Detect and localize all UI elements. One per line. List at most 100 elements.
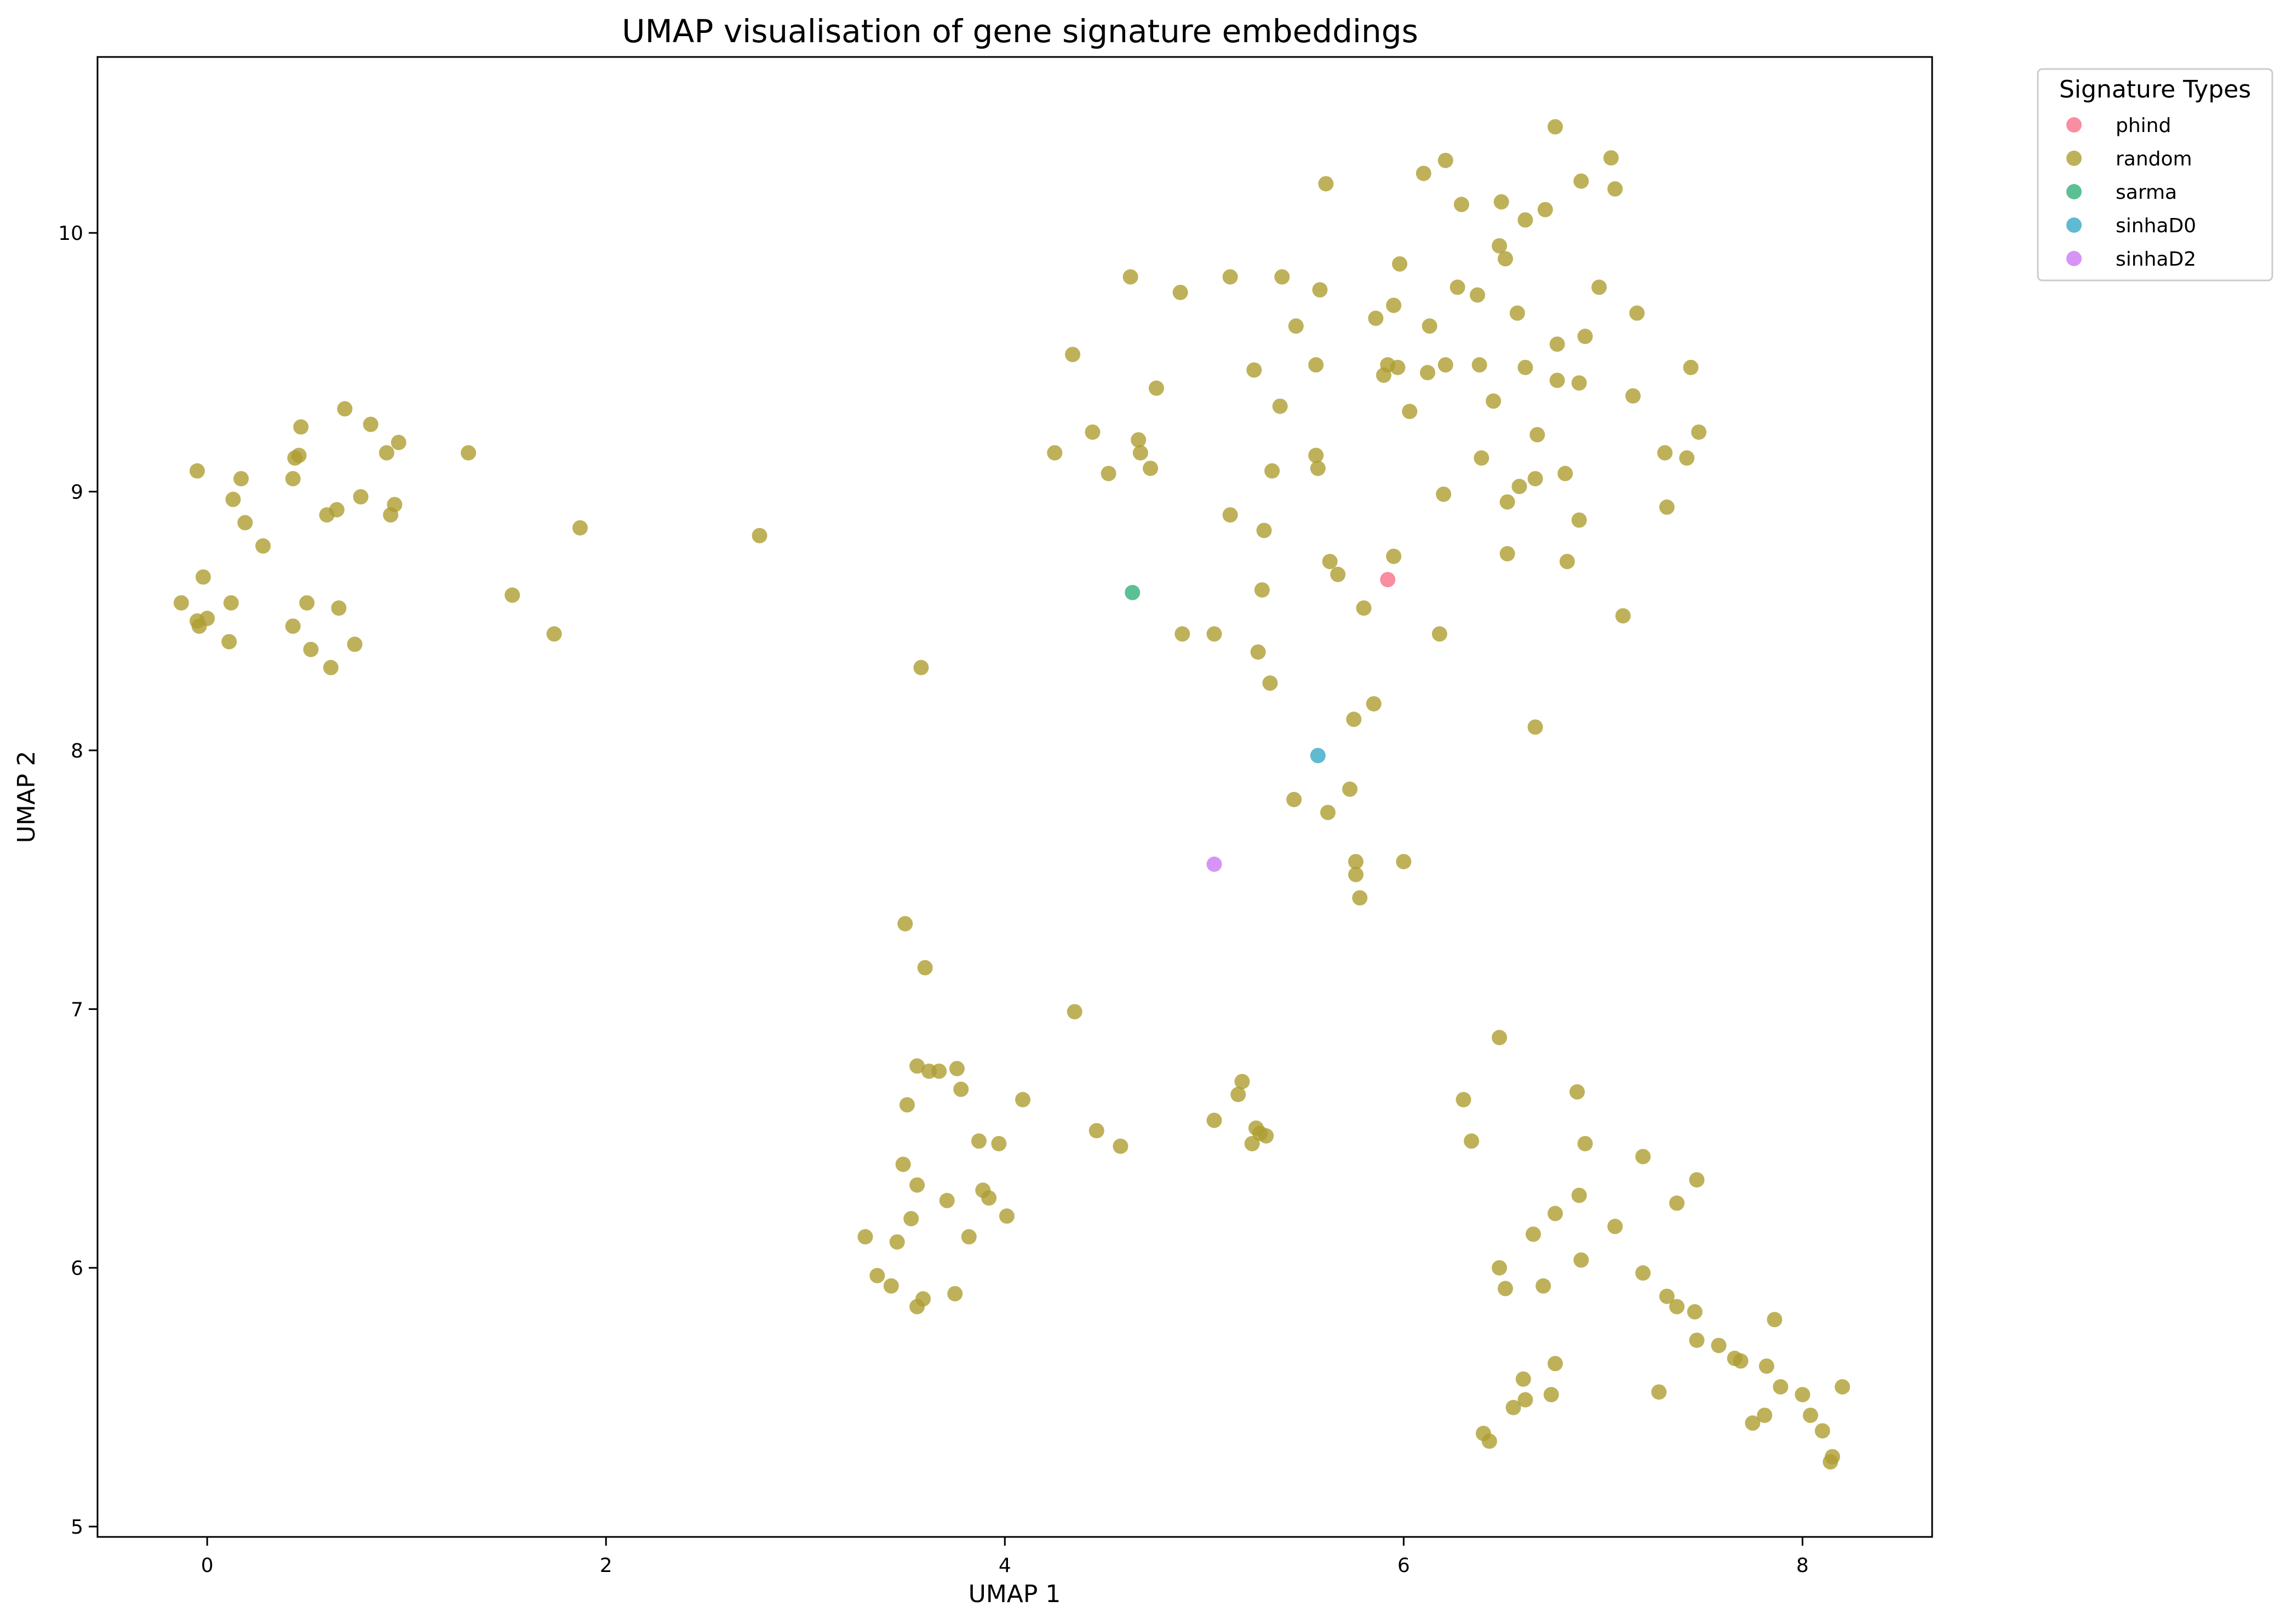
scatter-point-random — [931, 1063, 947, 1079]
legend-item-sinhad2[interactable]: sinhaD2 — [2066, 248, 2196, 271]
scatter-point-random — [1537, 202, 1553, 217]
scatter-point-random — [347, 636, 363, 652]
scatter-point-random — [1368, 311, 1384, 326]
scatter-point-random — [173, 595, 189, 611]
scatter-point-random — [387, 497, 403, 513]
scatter-point-random — [1320, 805, 1336, 820]
scatter-point-random — [903, 1210, 919, 1226]
scatter-point-random — [379, 445, 394, 461]
scatter-point-random — [199, 611, 215, 627]
scatter-point-random — [1254, 582, 1270, 598]
scatter-point-random — [293, 419, 309, 435]
scatter-point-random — [1659, 1288, 1675, 1304]
scatter-point-random — [1222, 269, 1238, 285]
scatter-point-sarma — [1125, 584, 1141, 600]
scatter-point-random — [1172, 284, 1188, 300]
scatter-point-random — [1573, 1252, 1589, 1268]
legend[interactable]: Signature Types phind random sarma sinhaD0 s… — [2037, 68, 2273, 282]
scatter-point-random — [1525, 1226, 1541, 1242]
scatter-point-random — [1288, 318, 1304, 334]
scatter-point-random — [1346, 711, 1362, 727]
scatter-point-random — [913, 659, 929, 675]
legend-item-phind[interactable]: phind — [2066, 114, 2171, 137]
scatter-point-random — [1420, 365, 1436, 381]
scatter-point-random — [897, 916, 913, 932]
scatter-point-random — [237, 515, 253, 531]
scatter-point-random — [1615, 608, 1631, 624]
scatter-point-random — [1143, 461, 1159, 477]
legend-marker — [2066, 251, 2082, 266]
scatter-point-random — [899, 1097, 915, 1113]
scatter-point-random — [1085, 424, 1101, 440]
scatter-point-random — [1569, 1084, 1585, 1100]
y-tick-label: 8 — [71, 740, 83, 762]
scatter-point-random — [909, 1177, 925, 1193]
scatter-point-random — [1101, 466, 1116, 481]
scatter-point-random — [991, 1135, 1007, 1151]
scatter-point-random — [1390, 359, 1406, 375]
scatter-point-random — [1824, 1449, 1840, 1465]
scatter-point-random — [1015, 1092, 1031, 1107]
scatter-point-random — [1795, 1387, 1811, 1403]
scatter-point-random — [889, 1234, 905, 1250]
y-axis-label: UMAP 2 — [13, 751, 41, 843]
legend-label: sinhaD2 — [2116, 248, 2196, 271]
scatter-point-random — [1511, 479, 1527, 495]
scatter-point-random — [1629, 305, 1645, 321]
scatter-point-random — [1543, 1387, 1559, 1403]
legend-item-sarma[interactable]: sarma — [2066, 181, 2177, 204]
scatter-point-random — [353, 489, 369, 505]
legend-item-sinhad0[interactable]: sinhaD0 — [2066, 215, 2196, 237]
scatter-point-random — [1453, 197, 1469, 213]
scatter-point-random — [329, 502, 345, 518]
scatter-point-random — [1527, 470, 1543, 486]
scatter-point-random — [1517, 359, 1533, 375]
scatter-point-random — [1356, 600, 1372, 616]
x-tick-label: 2 — [600, 1554, 612, 1577]
scatter-point-random — [1669, 1299, 1685, 1315]
scatter-point-random — [1348, 866, 1363, 882]
scatter-point-random — [1505, 1399, 1521, 1415]
scatter-point-random — [1065, 347, 1081, 363]
scatter-point-random — [1547, 1206, 1563, 1221]
legend-label: sinhaD0 — [2116, 215, 2196, 237]
scatter-point-random — [1474, 450, 1489, 466]
y-axis: 5 6 7 8 9 10 — [58, 222, 98, 1539]
scatter-point-random — [255, 538, 271, 554]
scatter-point-random — [1499, 494, 1515, 510]
scatter-point-random — [1234, 1074, 1250, 1089]
scatter-point-random — [1814, 1423, 1830, 1439]
scatter-point-random — [1352, 890, 1368, 906]
scatter-point-random — [1047, 445, 1063, 461]
scatter-point-random — [1499, 546, 1515, 561]
scatter-point-random — [883, 1278, 899, 1294]
scatter-point-random — [1687, 1304, 1703, 1320]
scatter-point-random — [1773, 1379, 1789, 1395]
legend-item-random[interactable]: random — [2066, 148, 2192, 170]
scatter-point-random — [285, 618, 301, 634]
scatter-point-random — [1517, 212, 1533, 228]
scatter-point-random — [1577, 329, 1593, 345]
scatter-point-random — [1286, 791, 1302, 807]
scatter-point-random — [225, 491, 241, 507]
y-tick-label: 10 — [58, 222, 83, 245]
scatter-point-random — [461, 445, 477, 461]
scatter-point-random — [331, 600, 347, 616]
scatter-point-random — [857, 1229, 873, 1245]
legend-frame — [2037, 68, 2273, 282]
legend-label: sarma — [2116, 181, 2177, 204]
scatter-point-random — [1571, 512, 1587, 528]
scatter-point-random — [546, 626, 562, 642]
scatter-point-random — [895, 1156, 911, 1172]
scatter-point-random — [1244, 1135, 1260, 1151]
scatter-point-random — [1308, 357, 1324, 373]
scatter-point-random — [1527, 719, 1543, 735]
scatter-point-random — [1651, 1384, 1667, 1400]
scatter-point-random — [1509, 305, 1525, 321]
scatter-point-random — [1657, 445, 1673, 461]
x-tick-label: 8 — [1796, 1554, 1809, 1577]
scatter-point-random — [291, 447, 307, 463]
scatter-point-random — [1492, 1260, 1508, 1276]
scatter-point-random — [1067, 1004, 1082, 1020]
scatter-point-random — [1148, 380, 1164, 396]
